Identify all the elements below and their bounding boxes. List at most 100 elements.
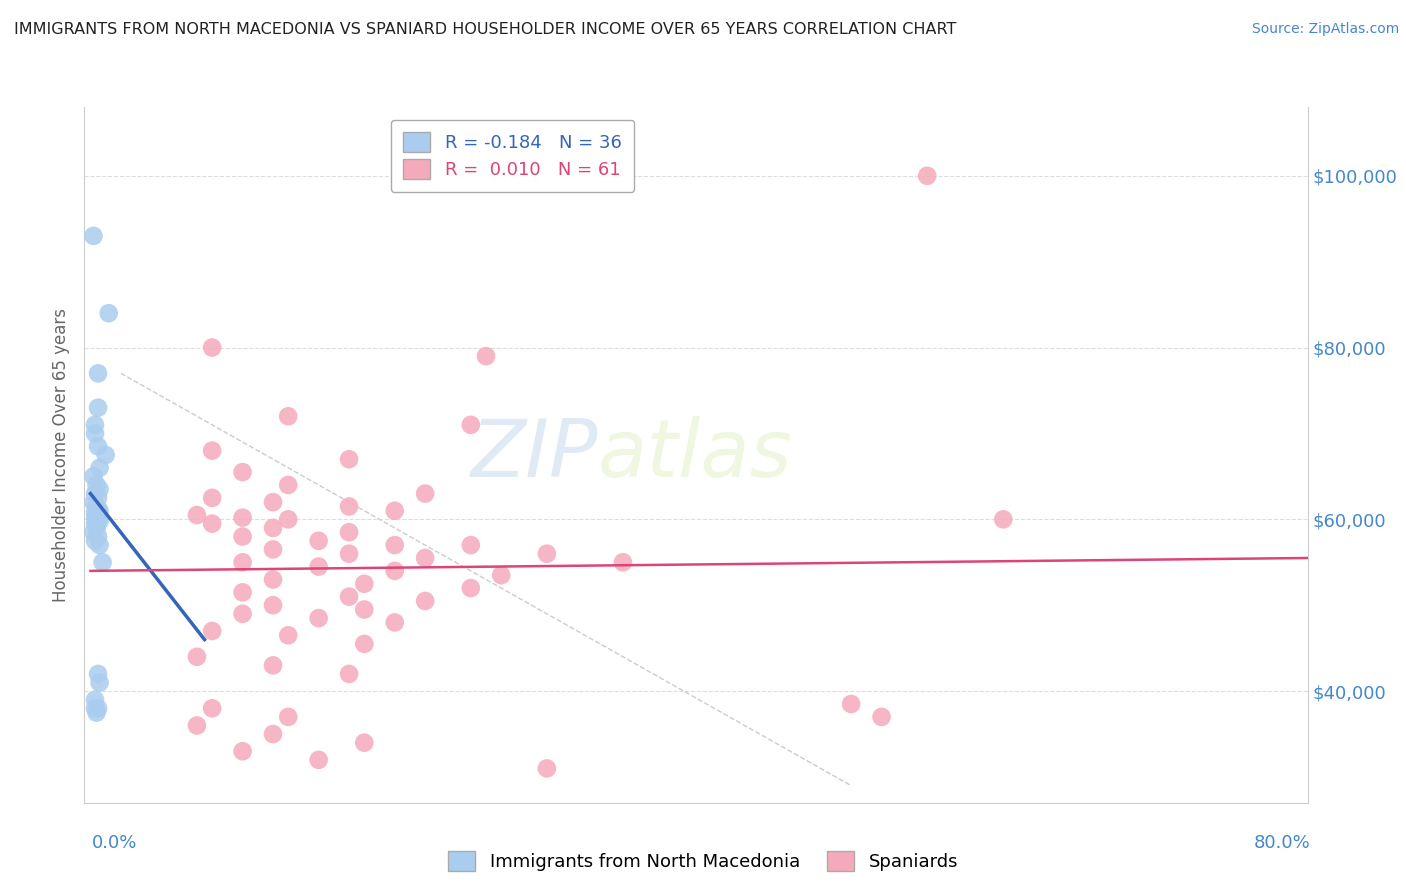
Point <box>870 710 893 724</box>
Point <box>232 510 254 524</box>
Point <box>262 727 284 741</box>
Point <box>277 409 299 424</box>
Point <box>201 443 224 458</box>
Text: Source: ZipAtlas.com: Source: ZipAtlas.com <box>1251 22 1399 37</box>
Point <box>84 516 107 531</box>
Point <box>94 448 117 462</box>
Point <box>337 590 360 604</box>
Text: 80.0%: 80.0% <box>1254 834 1310 852</box>
Point <box>89 675 111 690</box>
Point <box>201 701 224 715</box>
Point <box>86 706 108 720</box>
Point <box>86 478 108 492</box>
Text: 0.0%: 0.0% <box>91 834 136 852</box>
Point <box>87 401 110 415</box>
Point <box>337 500 360 514</box>
Point <box>84 510 107 524</box>
Point <box>384 564 406 578</box>
Point <box>201 491 224 505</box>
Point <box>89 460 111 475</box>
Point <box>612 555 634 569</box>
Point <box>277 710 299 724</box>
Point <box>87 667 110 681</box>
Point <box>86 500 108 514</box>
Point <box>353 637 375 651</box>
Point <box>384 538 406 552</box>
Point <box>232 607 254 621</box>
Point <box>536 761 558 775</box>
Text: IMMIGRANTS FROM NORTH MACEDONIA VS SPANIARD HOUSEHOLDER INCOME OVER 65 YEARS COR: IMMIGRANTS FROM NORTH MACEDONIA VS SPANI… <box>14 22 956 37</box>
Point <box>277 478 299 492</box>
Point <box>262 542 284 557</box>
Point <box>87 491 110 505</box>
Point <box>337 667 360 681</box>
Point <box>232 744 254 758</box>
Point <box>460 581 482 595</box>
Point <box>91 555 114 569</box>
Point <box>262 599 284 613</box>
Point <box>89 514 111 528</box>
Point <box>232 529 254 543</box>
Point <box>489 568 512 582</box>
Point <box>262 521 284 535</box>
Point <box>86 521 108 535</box>
Point <box>84 417 107 432</box>
Point <box>186 718 208 732</box>
Point <box>87 701 110 715</box>
Point <box>84 701 107 715</box>
Point <box>384 615 406 630</box>
Point <box>277 628 299 642</box>
Point <box>262 495 284 509</box>
Point <box>84 506 107 520</box>
Point <box>262 573 284 587</box>
Point <box>87 367 110 381</box>
Point <box>262 658 284 673</box>
Point <box>277 512 299 526</box>
Point <box>201 624 224 638</box>
Legend: R = -0.184   N = 36, R =  0.010   N = 61: R = -0.184 N = 36, R = 0.010 N = 61 <box>391 120 634 192</box>
Point <box>337 547 360 561</box>
Point <box>201 516 224 531</box>
Point <box>460 417 482 432</box>
Point <box>232 555 254 569</box>
Point <box>87 512 110 526</box>
Point <box>353 576 375 591</box>
Point <box>337 525 360 540</box>
Legend: Immigrants from North Macedonia, Spaniards: Immigrants from North Macedonia, Spaniar… <box>441 844 965 879</box>
Point <box>413 486 436 500</box>
Point <box>308 611 330 625</box>
Point <box>89 483 111 497</box>
Point <box>84 692 107 706</box>
Point <box>384 504 406 518</box>
Point <box>87 439 110 453</box>
Point <box>82 495 104 509</box>
Point <box>337 452 360 467</box>
Point <box>82 525 104 540</box>
Point <box>839 697 862 711</box>
Point <box>475 349 498 363</box>
Point <box>536 547 558 561</box>
Point <box>89 538 111 552</box>
Point <box>82 469 104 483</box>
Point <box>84 486 107 500</box>
Point <box>97 306 120 320</box>
Point <box>993 512 1015 526</box>
Point <box>308 753 330 767</box>
Point <box>87 529 110 543</box>
Point <box>84 426 107 441</box>
Point <box>413 594 436 608</box>
Text: atlas: atlas <box>598 416 793 494</box>
Point <box>86 508 108 522</box>
Point <box>87 502 110 516</box>
Point <box>186 649 208 664</box>
Point <box>308 533 330 548</box>
Point <box>460 538 482 552</box>
Y-axis label: Householder Income Over 65 years: Householder Income Over 65 years <box>52 308 70 602</box>
Point <box>232 465 254 479</box>
Point <box>413 551 436 566</box>
Point <box>89 504 111 518</box>
Point <box>353 602 375 616</box>
Point <box>201 341 224 355</box>
Point <box>353 736 375 750</box>
Point <box>84 533 107 548</box>
